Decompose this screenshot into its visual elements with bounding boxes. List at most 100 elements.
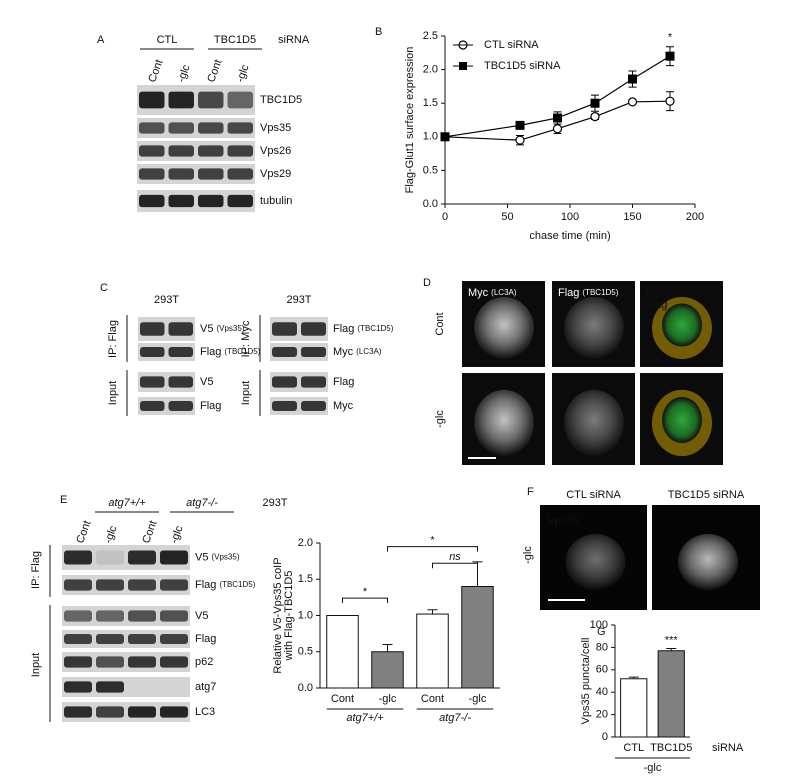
band [272, 346, 297, 358]
significance-bracket [432, 562, 478, 569]
band [168, 400, 193, 412]
y-tick-label: 60 [596, 664, 608, 676]
label-detail: (Vps35) [211, 553, 239, 562]
band [227, 145, 253, 157]
label-name: atg7 [195, 681, 216, 693]
band [96, 610, 124, 622]
cell-label: 293T [286, 294, 311, 306]
band [168, 145, 194, 157]
annotation: * [430, 535, 435, 547]
category-suffix: siRNA [712, 742, 744, 754]
bar [416, 613, 449, 689]
marker [515, 135, 525, 145]
blot-label: V5 [195, 610, 208, 622]
label-detail: (TBC1D5) [582, 288, 618, 297]
y-tick-label: 40 [596, 686, 608, 698]
legend-label: CTL siRNA [484, 39, 539, 51]
label-detail: (LC3A) [356, 347, 382, 356]
band [140, 400, 165, 412]
band [301, 400, 326, 412]
bar [371, 651, 404, 689]
annotation: *** [665, 634, 679, 646]
blot-label: V5 [200, 376, 213, 388]
band [198, 91, 224, 109]
band [168, 194, 194, 208]
band [64, 681, 92, 693]
y-tick-label: 1.0 [298, 609, 313, 621]
blot-label: Myc (LC3A) [333, 346, 382, 358]
marker [552, 124, 563, 134]
band [139, 145, 165, 157]
ip-label: IP: Myc [240, 320, 252, 357]
blot [62, 575, 190, 595]
group-suffix: siRNA [278, 34, 310, 46]
label-name: V5 [195, 610, 208, 622]
marker [515, 120, 525, 130]
cell-label: 293T [154, 294, 179, 306]
lane-label: -glc [234, 63, 252, 84]
band [198, 145, 224, 157]
band [198, 122, 224, 134]
lane-label: -glc [168, 524, 186, 545]
row-label: -glc [522, 546, 534, 564]
label-name: Flag [195, 633, 216, 645]
cell-signal [564, 297, 624, 359]
y-tick-label: 80 [596, 641, 608, 653]
blot-label: Flag (TBC1D5) [333, 323, 394, 335]
cell-signal [474, 389, 534, 457]
blot-label: V5 (Vps35) [195, 551, 240, 563]
band [168, 346, 193, 358]
marker [553, 113, 562, 123]
label-name: V5 [195, 551, 208, 563]
band [139, 122, 165, 134]
x-tick-label: -glc [379, 693, 397, 705]
puncta-signal [565, 534, 626, 590]
y-tick-label: 0.0 [298, 682, 313, 694]
blot-label: tubulin [260, 195, 292, 207]
band [301, 322, 326, 336]
label-detail: (Vps35) [216, 324, 244, 333]
cell-signal [662, 303, 702, 347]
merge-label: Flag [646, 299, 667, 311]
y-axis-label: Flag-Glut1 surface expression [404, 47, 416, 194]
series-line [444, 100, 671, 141]
marker [627, 97, 638, 107]
band [140, 346, 165, 358]
y-tick-label: 0.5 [298, 646, 313, 658]
y-tick-label: 1.5 [423, 97, 438, 109]
y-tick-label: 100 [590, 619, 608, 631]
band [160, 610, 188, 622]
band [168, 168, 194, 180]
marker [590, 98, 600, 108]
series-line [444, 55, 671, 138]
y-axis-label: Relative V5-Vps35 coIP [272, 557, 284, 673]
band [96, 579, 124, 591]
panel-label: G [597, 626, 606, 638]
y-tick-label: 2.5 [423, 30, 438, 42]
column-label: TBC1D5 siRNA [668, 489, 745, 501]
cell-signal [474, 297, 534, 359]
label-name: V5 [200, 376, 213, 388]
band [160, 579, 188, 591]
band [140, 376, 165, 388]
band [128, 656, 156, 668]
band [160, 550, 188, 565]
annotation: * [668, 32, 673, 44]
band [168, 376, 193, 388]
lane-label: Cont [74, 519, 93, 545]
panel-label: D [423, 277, 431, 289]
band [96, 633, 124, 645]
panel-label: B [375, 26, 382, 38]
band [160, 706, 188, 718]
group-label: atg7-/- [439, 712, 471, 724]
merge-label: Myc [646, 287, 667, 299]
marker [665, 51, 675, 61]
band [227, 168, 253, 180]
label-name: p62 [195, 656, 213, 668]
column-label: CTL siRNA [566, 489, 621, 501]
blot-label: Flag (TBC1D5) [195, 579, 256, 591]
band [301, 376, 326, 388]
label-name: Flag [558, 287, 579, 299]
band [128, 706, 156, 718]
